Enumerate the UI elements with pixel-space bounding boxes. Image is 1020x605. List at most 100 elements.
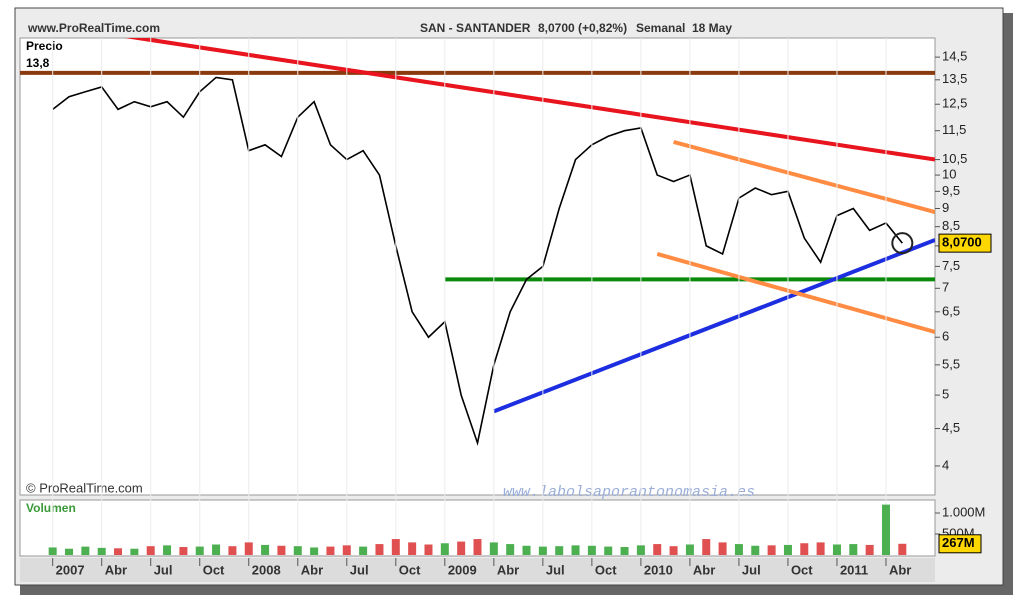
y-tick-label: 10 xyxy=(942,167,956,182)
volume-bar xyxy=(195,546,204,555)
x-tick-label: Oct xyxy=(203,562,225,577)
volume-bar xyxy=(326,546,335,555)
volume-bar xyxy=(653,544,662,555)
x-tick-label: 2008 xyxy=(252,562,281,577)
trendline xyxy=(656,252,935,334)
y-tick-label: 4 xyxy=(942,457,949,472)
x-tick-label: Oct xyxy=(399,562,421,577)
volume-bar xyxy=(408,542,417,555)
volume-bar xyxy=(457,541,466,555)
volume-bar xyxy=(342,545,351,555)
volume-bar xyxy=(522,545,531,555)
volume-bar xyxy=(424,544,433,555)
volume-bar xyxy=(48,547,57,555)
y-tick-label: 7,5 xyxy=(942,258,960,273)
volume-bar xyxy=(146,546,155,555)
x-tick-label: 2007 xyxy=(56,562,85,577)
volume-bar xyxy=(310,547,319,555)
y-tick-label: 5,5 xyxy=(942,356,960,371)
y-label: Precio xyxy=(26,39,63,53)
x-tick-label: Abr xyxy=(497,562,519,577)
volume-bar xyxy=(767,545,776,555)
x-tick-label: Jul xyxy=(546,562,565,577)
volume-bar xyxy=(881,504,890,555)
x-axis-band xyxy=(20,558,935,582)
volume-bar xyxy=(571,545,580,555)
y-tick-label: 12,5 xyxy=(942,96,967,111)
y-tick-label: 7 xyxy=(942,280,949,295)
y-tick-label: 6 xyxy=(942,329,949,344)
source: www.ProRealTime.com xyxy=(27,21,160,35)
volume-bar xyxy=(816,542,825,555)
trendline xyxy=(493,238,935,414)
y-tick-label: 9 xyxy=(942,200,949,215)
volume-bar xyxy=(636,545,645,555)
volume-bar xyxy=(587,545,596,555)
copyright: © ProRealTime.com xyxy=(26,480,143,495)
volume-bar xyxy=(293,546,302,555)
volume-bar xyxy=(97,547,106,555)
volume-bar xyxy=(865,544,874,555)
x-tick-label: 2011 xyxy=(840,562,868,577)
x-tick-label: Abr xyxy=(105,562,127,577)
volume-bar xyxy=(702,539,711,555)
x-tick-label: 2010 xyxy=(644,562,673,577)
volume-title: Volumen xyxy=(26,501,76,515)
volume-bar xyxy=(669,546,678,555)
chart-title: SAN - SANTANDER xyxy=(420,21,531,35)
last-price-box xyxy=(938,233,992,253)
volume-bar xyxy=(65,548,74,555)
date: 18 May xyxy=(692,21,732,35)
volume-bar xyxy=(555,546,564,555)
y-tick-label: 14,5 xyxy=(942,49,967,64)
x-tick-label: Abr xyxy=(889,562,911,577)
x-tick-label: Abr xyxy=(301,562,323,577)
volume-bar xyxy=(440,543,449,555)
volume-bar xyxy=(81,546,90,555)
volume-bar xyxy=(228,546,237,555)
y-tick-label: 9,5 xyxy=(942,183,960,198)
volume-bar xyxy=(261,544,270,555)
volume-bar xyxy=(473,539,482,555)
y-tick-label: 4,5 xyxy=(942,420,960,435)
last-price-label: 8,0700 xyxy=(942,235,982,250)
volume-bar xyxy=(604,546,613,555)
price-panel xyxy=(19,37,936,496)
volume-bar xyxy=(832,544,841,555)
volume-bar xyxy=(212,544,221,555)
volume-bar xyxy=(685,544,694,555)
period: Semanal xyxy=(636,21,685,35)
volume-bar xyxy=(734,544,743,555)
volume-bar xyxy=(751,545,760,555)
volume-bar xyxy=(163,545,172,555)
x-tick-label: Oct xyxy=(791,562,813,577)
volume-bar xyxy=(375,544,384,555)
volume-bar xyxy=(391,539,400,555)
y-tick-label: 11,5 xyxy=(942,122,966,137)
volume-bar xyxy=(179,547,188,555)
trendline xyxy=(124,38,935,162)
x-tick-label: Jul xyxy=(742,562,761,577)
volume-y-tick-label: 1.000M xyxy=(942,504,985,519)
volume-bar xyxy=(620,547,629,555)
chart-subtitle: 8,0700 (+0,82%) xyxy=(538,21,627,35)
volume-bar xyxy=(114,548,123,555)
x-tick-label: Jul xyxy=(350,562,369,577)
volume-bar xyxy=(718,542,727,555)
volume-bar xyxy=(898,543,907,555)
volume-bar xyxy=(130,548,139,555)
price-line xyxy=(52,76,903,446)
last-volume-box xyxy=(938,534,982,554)
y-tick-label: 5 xyxy=(942,387,949,402)
watermark: www.labolsaporantonomasia.es xyxy=(503,484,755,501)
x-tick-label: 2009 xyxy=(448,562,477,577)
trendline xyxy=(673,140,935,214)
y-tick-label: 13,5 xyxy=(942,71,967,86)
price-plot xyxy=(20,38,935,446)
x-tick-label: Oct xyxy=(595,562,617,577)
volume-bar xyxy=(244,542,253,555)
y-tick-label: 8,5 xyxy=(942,218,960,233)
volume-bar xyxy=(277,545,286,555)
y-tick-label: 10,5 xyxy=(942,151,967,166)
